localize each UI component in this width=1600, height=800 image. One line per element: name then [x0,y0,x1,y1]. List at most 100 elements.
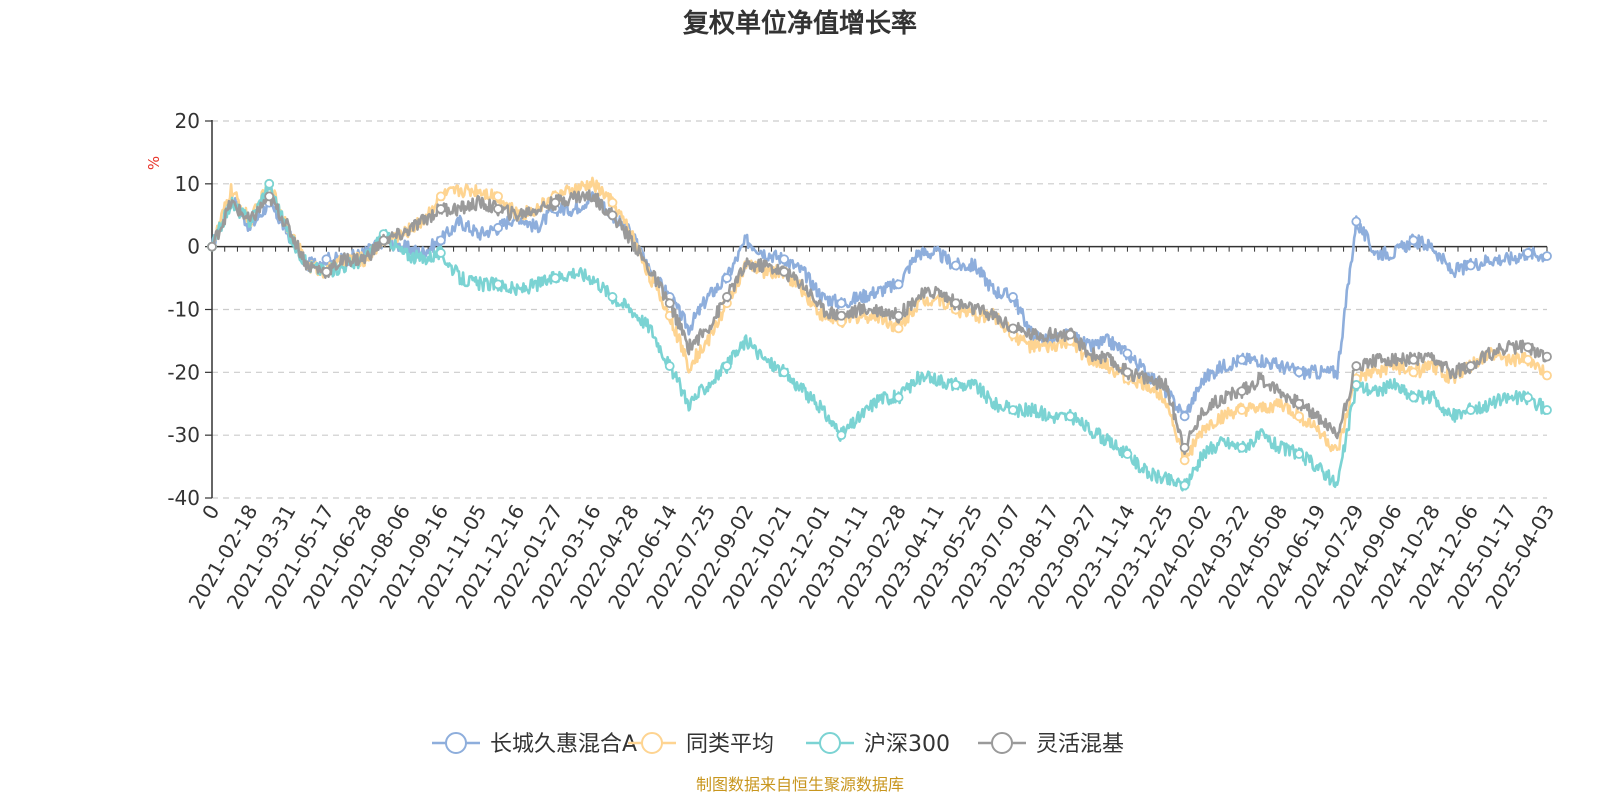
legend-label: 同类平均 [686,732,774,757]
data-point [1236,405,1247,415]
series-line [210,189,1549,455]
data-point [1008,323,1018,334]
data-point [607,210,618,221]
legend-marker [641,732,663,754]
y-tick-label: -30 [167,423,200,447]
data-point [493,204,503,214]
data-point [550,273,561,283]
data-point [435,248,446,258]
data-point [264,191,275,202]
y-tick-label: -40 [167,486,200,510]
data-point [722,292,732,302]
data-point [1179,455,1190,466]
data-point [722,273,732,283]
data-point [1542,405,1552,415]
data-point [1408,354,1419,365]
data-point [1236,386,1247,397]
data-point [1294,398,1304,409]
data-point [1294,367,1304,378]
data-point [1523,248,1533,258]
chart-title: 复权单位净值增长率 [683,8,917,39]
data-point [1542,351,1552,362]
data-point [1465,361,1476,371]
legend-item-0[interactable]: 长城久惠混合A [432,732,637,757]
data-point [493,222,503,233]
data-point [779,254,790,265]
data-point [1408,235,1419,246]
data-point [1465,405,1476,415]
data-point [1236,354,1247,365]
data-point [664,361,675,371]
data-point [1122,367,1133,378]
legend-label: 灵活混基 [1036,732,1124,757]
y-tick-label: 10 [175,172,200,196]
x-tick-label: 0 [197,501,224,524]
series-line [211,180,1549,492]
y-axis-ticks: 20 10 0 -10 -20 -30 -40 [167,109,212,510]
legend-item-1[interactable]: 同类平均 [628,732,774,757]
y-axis-unit: % [145,156,163,170]
data-point [1523,354,1533,365]
data-point [664,298,675,309]
legend-marker [819,732,841,754]
data-point [1008,405,1018,415]
data-point [207,241,217,252]
data-point [1236,442,1247,453]
y-tick-label: 20 [175,109,200,133]
data-point [1122,449,1133,459]
data-point [493,279,503,290]
series-line [210,191,1549,420]
data-point [1179,442,1190,453]
data-point [1179,411,1190,422]
data-point [779,266,790,277]
data-point [1008,292,1018,302]
data-point [893,323,904,334]
data-point [435,235,446,246]
data-point [950,298,961,309]
data-point [893,310,904,321]
data-point [607,292,618,302]
data-point [1408,367,1419,378]
data-point [1408,392,1419,403]
data-point [1523,392,1533,403]
data-point [1294,449,1304,459]
series-line [210,176,1549,460]
data-point [836,298,847,309]
legend: 长城久惠混合A 同类平均 沪深300 灵活混基 [432,732,1124,757]
source-note: 制图数据来自恒生聚源数据库 [696,775,904,794]
data-point [893,392,904,403]
data-point [722,361,732,371]
data-point [1351,361,1362,371]
legend-item-3[interactable]: 灵活混基 [978,732,1124,757]
legend-item-2[interactable]: 沪深300 [806,732,950,757]
data-point [1465,260,1476,271]
data-point [378,235,389,246]
y-tick-label: -20 [167,360,200,384]
legend-label: 长城久惠混合A [490,732,637,757]
data-point [321,266,332,277]
series-layer [207,176,1552,492]
series-3 [207,189,1552,455]
data-point [607,197,618,208]
data-point [1179,480,1190,491]
data-point [1542,370,1552,381]
data-point [264,178,275,189]
data-point [1122,348,1133,359]
data-point [893,279,904,290]
data-point [836,310,847,321]
data-point [435,204,446,214]
legend-marker [445,732,467,754]
legend-label: 沪深300 [864,732,950,757]
data-point [1523,342,1533,353]
series-2 [207,178,1552,492]
data-point [950,379,961,390]
data-point [493,191,503,202]
data-point [950,260,961,271]
data-point [321,254,332,265]
data-point [1351,379,1362,390]
data-point [1351,216,1362,227]
data-point [1294,411,1304,422]
data-point [1065,411,1076,422]
data-point [779,367,790,378]
